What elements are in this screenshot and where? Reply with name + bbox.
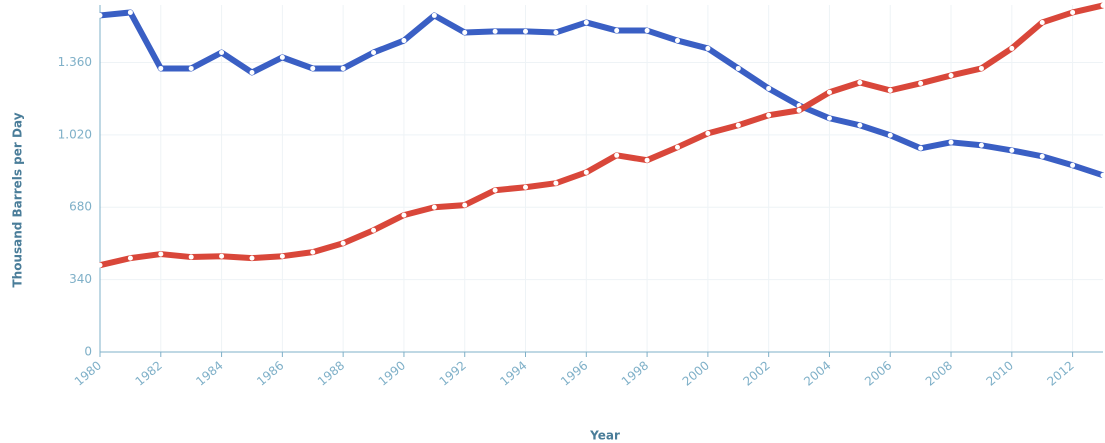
- point-marker: [918, 145, 924, 151]
- point-marker: [674, 38, 680, 44]
- point-marker: [310, 249, 316, 255]
- point-marker: [644, 157, 650, 163]
- point-marker: [158, 65, 164, 71]
- x-tick-label: 2002: [740, 358, 772, 388]
- point-marker: [249, 69, 255, 75]
- point-marker: [462, 29, 468, 35]
- point-marker: [978, 142, 984, 148]
- x-tick-label: 2004: [801, 358, 833, 388]
- point-marker: [431, 204, 437, 210]
- point-marker: [553, 29, 559, 35]
- point-marker: [614, 28, 620, 34]
- point-marker: [583, 169, 589, 175]
- point-marker: [431, 12, 437, 18]
- point-marker: [887, 132, 893, 138]
- point-marker: [279, 54, 285, 60]
- point-marker: [249, 255, 255, 261]
- point-marker: [219, 49, 225, 55]
- point-marker: [188, 254, 194, 260]
- point-marker: [492, 187, 498, 193]
- x-tick-label: 1984: [193, 358, 225, 388]
- point-marker: [1070, 162, 1076, 168]
- point-marker: [401, 38, 407, 44]
- point-marker: [523, 28, 529, 34]
- y-tick-label: 0: [84, 345, 92, 359]
- point-marker: [279, 253, 285, 259]
- point-marker: [1100, 2, 1105, 8]
- point-marker: [887, 87, 893, 93]
- point-marker: [97, 262, 103, 268]
- x-tick-label: 2010: [984, 358, 1016, 388]
- x-tick-label: 2006: [862, 358, 894, 388]
- x-tick-label: 2000: [680, 358, 712, 388]
- point-marker: [826, 115, 832, 121]
- x-tick-label: 1998: [619, 358, 651, 388]
- point-marker: [948, 72, 954, 78]
- point-marker: [705, 45, 711, 51]
- point-marker: [492, 28, 498, 34]
- point-marker: [127, 9, 133, 15]
- point-marker: [310, 65, 316, 71]
- point-marker: [340, 65, 346, 71]
- series-line: [99, 9, 1104, 179]
- x-tick-label: 1982: [133, 358, 165, 388]
- x-tick-label: 1990: [376, 358, 408, 388]
- point-marker: [735, 65, 741, 71]
- point-marker: [1100, 172, 1105, 178]
- point-marker: [583, 19, 589, 25]
- point-marker: [371, 227, 377, 233]
- point-marker: [614, 152, 620, 158]
- point-marker: [1070, 9, 1076, 15]
- point-marker: [766, 85, 772, 91]
- point-marker: [644, 28, 650, 34]
- x-tick-label: 1994: [497, 358, 529, 388]
- point-marker: [857, 79, 863, 85]
- point-marker: [371, 49, 377, 55]
- point-marker: [219, 253, 225, 259]
- series-line: [99, 2, 1104, 269]
- point-marker: [1009, 147, 1015, 153]
- x-axis-title: Year: [589, 429, 620, 443]
- point-marker: [1009, 45, 1015, 51]
- point-marker: [127, 255, 133, 261]
- y-tick-label: 1.360: [58, 55, 92, 69]
- point-marker: [918, 80, 924, 86]
- x-tick-label: 1988: [315, 358, 347, 388]
- point-marker: [826, 89, 832, 95]
- point-marker: [735, 122, 741, 128]
- point-marker: [978, 65, 984, 71]
- point-marker: [462, 202, 468, 208]
- point-marker: [674, 144, 680, 150]
- point-marker: [766, 112, 772, 118]
- x-tick-label: 1980: [72, 358, 104, 388]
- point-marker: [796, 107, 802, 113]
- y-tick-label: 1.020: [58, 127, 92, 141]
- point-marker: [553, 180, 559, 186]
- x-tick-label: 1996: [558, 358, 590, 388]
- point-marker: [158, 251, 164, 257]
- y-axis-title: Thousand Barrels per Day: [11, 112, 25, 287]
- point-marker: [97, 12, 103, 18]
- point-marker: [948, 139, 954, 145]
- y-tick-label: 340: [69, 272, 92, 286]
- point-marker: [1039, 153, 1045, 159]
- point-marker: [523, 184, 529, 190]
- x-tick-label: 2012: [1044, 358, 1076, 388]
- x-tick-label: 1992: [437, 358, 469, 388]
- y-tick-label: 680: [69, 200, 92, 214]
- x-tick-label: 2008: [923, 358, 955, 388]
- point-marker: [401, 212, 407, 218]
- point-marker: [188, 65, 194, 71]
- point-marker: [1039, 19, 1045, 25]
- point-marker: [340, 240, 346, 246]
- x-tick-label: 1986: [254, 358, 286, 388]
- point-marker: [857, 122, 863, 128]
- point-marker: [705, 130, 711, 136]
